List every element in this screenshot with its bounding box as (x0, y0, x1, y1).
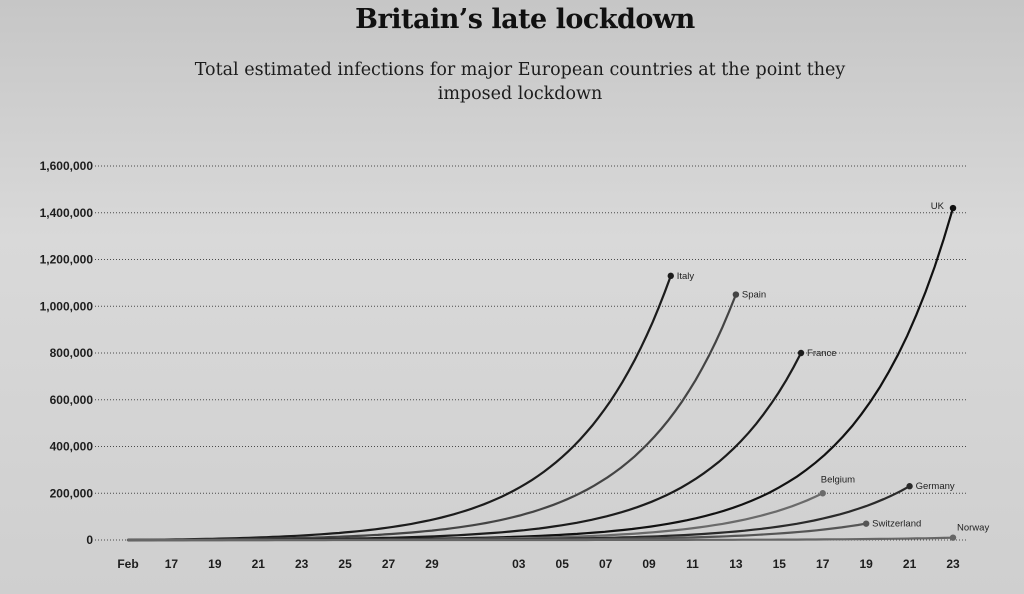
chart-title: Britain’s late lockdown (355, 4, 695, 35)
x-tick-label: 19 (208, 557, 222, 571)
y-tick-label: 200,000 (50, 486, 94, 500)
x-tick-label: 21 (252, 557, 266, 571)
series-line-norway (126, 536, 955, 542)
x-tick-label: 23 (946, 557, 960, 571)
x-tick-label: 27 (382, 557, 396, 571)
series-endpoint-italy (667, 272, 674, 280)
series-endpoint-germany (906, 483, 913, 490)
y-tick-label: 800,000 (50, 346, 94, 360)
series-label-uk: UK (931, 201, 945, 212)
series-line-italy (126, 274, 672, 542)
x-tick-label: 23 (295, 557, 309, 571)
series-label-italy: Italy (677, 271, 695, 282)
x-tick-label: 13 (729, 557, 743, 571)
series-endpoint-france (797, 349, 805, 357)
x-tick-label: 21 (903, 557, 917, 571)
x-tick-label: 19 (859, 557, 873, 571)
series-label-france: France (807, 348, 837, 359)
x-tick-label: 07 (599, 557, 613, 571)
y-tick-label: 1,600,000 (40, 159, 94, 173)
y-tick-label: 1,000,000 (40, 299, 94, 313)
x-tick-label: 03 (512, 557, 526, 571)
y-tick-label: 1,400,000 (40, 206, 94, 220)
x-tick-label: 05 (556, 557, 570, 571)
x-tick-label: 09 (642, 557, 656, 571)
series-endpoint-spain (732, 291, 740, 298)
x-tick-label: 25 (338, 557, 352, 571)
y-tick-label: 600,000 (50, 393, 94, 407)
x-tick-label: 17 (816, 557, 830, 571)
series-line-uk (126, 207, 955, 542)
x-tick-label: 15 (773, 557, 787, 571)
y-tick-label: 0 (86, 533, 93, 547)
series-endpoint-switzerland (862, 520, 870, 527)
series-endpoint-belgium (819, 490, 826, 497)
series-endpoint-uk (949, 204, 957, 212)
chart-subtitle: Total estimated infections for major Eur… (194, 60, 846, 104)
series-label-spain: Spain (742, 290, 766, 301)
x-tick-label: 11 (686, 557, 699, 571)
x-tick-label: 29 (425, 557, 439, 571)
series-label-switzerland: Switzerland (872, 519, 921, 530)
series-label-norway: Norway (957, 523, 989, 534)
x-tick-label: Feb (117, 557, 138, 571)
x-tick-label: 17 (165, 557, 179, 571)
series-label-germany: Germany (916, 481, 955, 492)
y-tick-label: 400,000 (50, 440, 94, 454)
series-label-belgium: Belgium (821, 474, 855, 485)
series-endpoint-norway (949, 534, 957, 541)
series-line-spain (126, 293, 737, 542)
y-tick-label: 1,200,000 (40, 253, 94, 267)
